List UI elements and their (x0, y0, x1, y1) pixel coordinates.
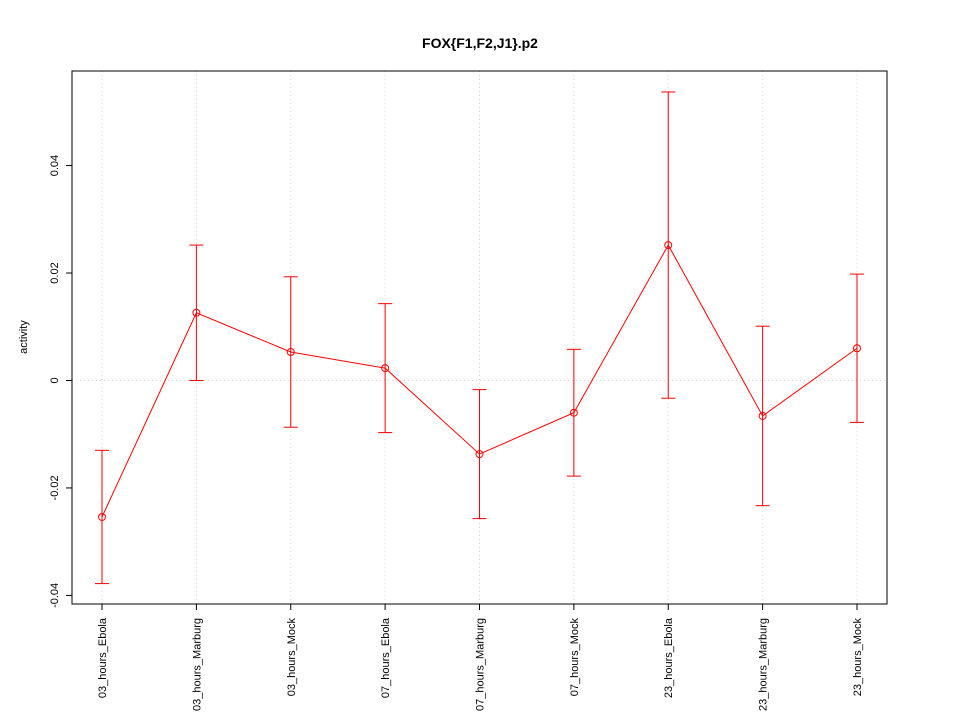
x-tick-label: 07_hours_Marburg (475, 618, 487, 711)
x-tick-label: 23_hours_Marburg (758, 618, 770, 711)
point (475, 450, 484, 459)
point (98, 512, 107, 521)
point (192, 308, 201, 317)
chart-title: FOX{F1,F2,J1}.p2 (422, 35, 538, 51)
y-tick-label: -0.04 (49, 583, 61, 608)
point (664, 241, 673, 250)
y-axis-label: activity (18, 320, 30, 354)
point (758, 411, 767, 420)
point (381, 364, 390, 373)
point (569, 408, 578, 417)
point (852, 344, 861, 353)
x-tick-label: 03_hours_Ebola (97, 617, 109, 698)
x-tick-label: 23_hours_Mock (852, 618, 864, 697)
y-tick-label: -0.02 (49, 475, 61, 500)
y-tick-label: 0 (49, 377, 61, 383)
y-tick-label: 0.04 (49, 155, 61, 176)
x-tick-label: 03_hours_Mock (286, 618, 298, 697)
x-tick-label: 03_hours_Marburg (191, 618, 203, 711)
point (286, 348, 295, 357)
x-tick-label: 07_hours_Mock (569, 618, 581, 697)
y-tick-label: 0.02 (49, 262, 61, 283)
x-tick-label: 07_hours_Ebola (380, 617, 392, 698)
x-tick-label: 23_hours_Ebola (663, 617, 675, 698)
plot-frame (71, 70, 888, 605)
